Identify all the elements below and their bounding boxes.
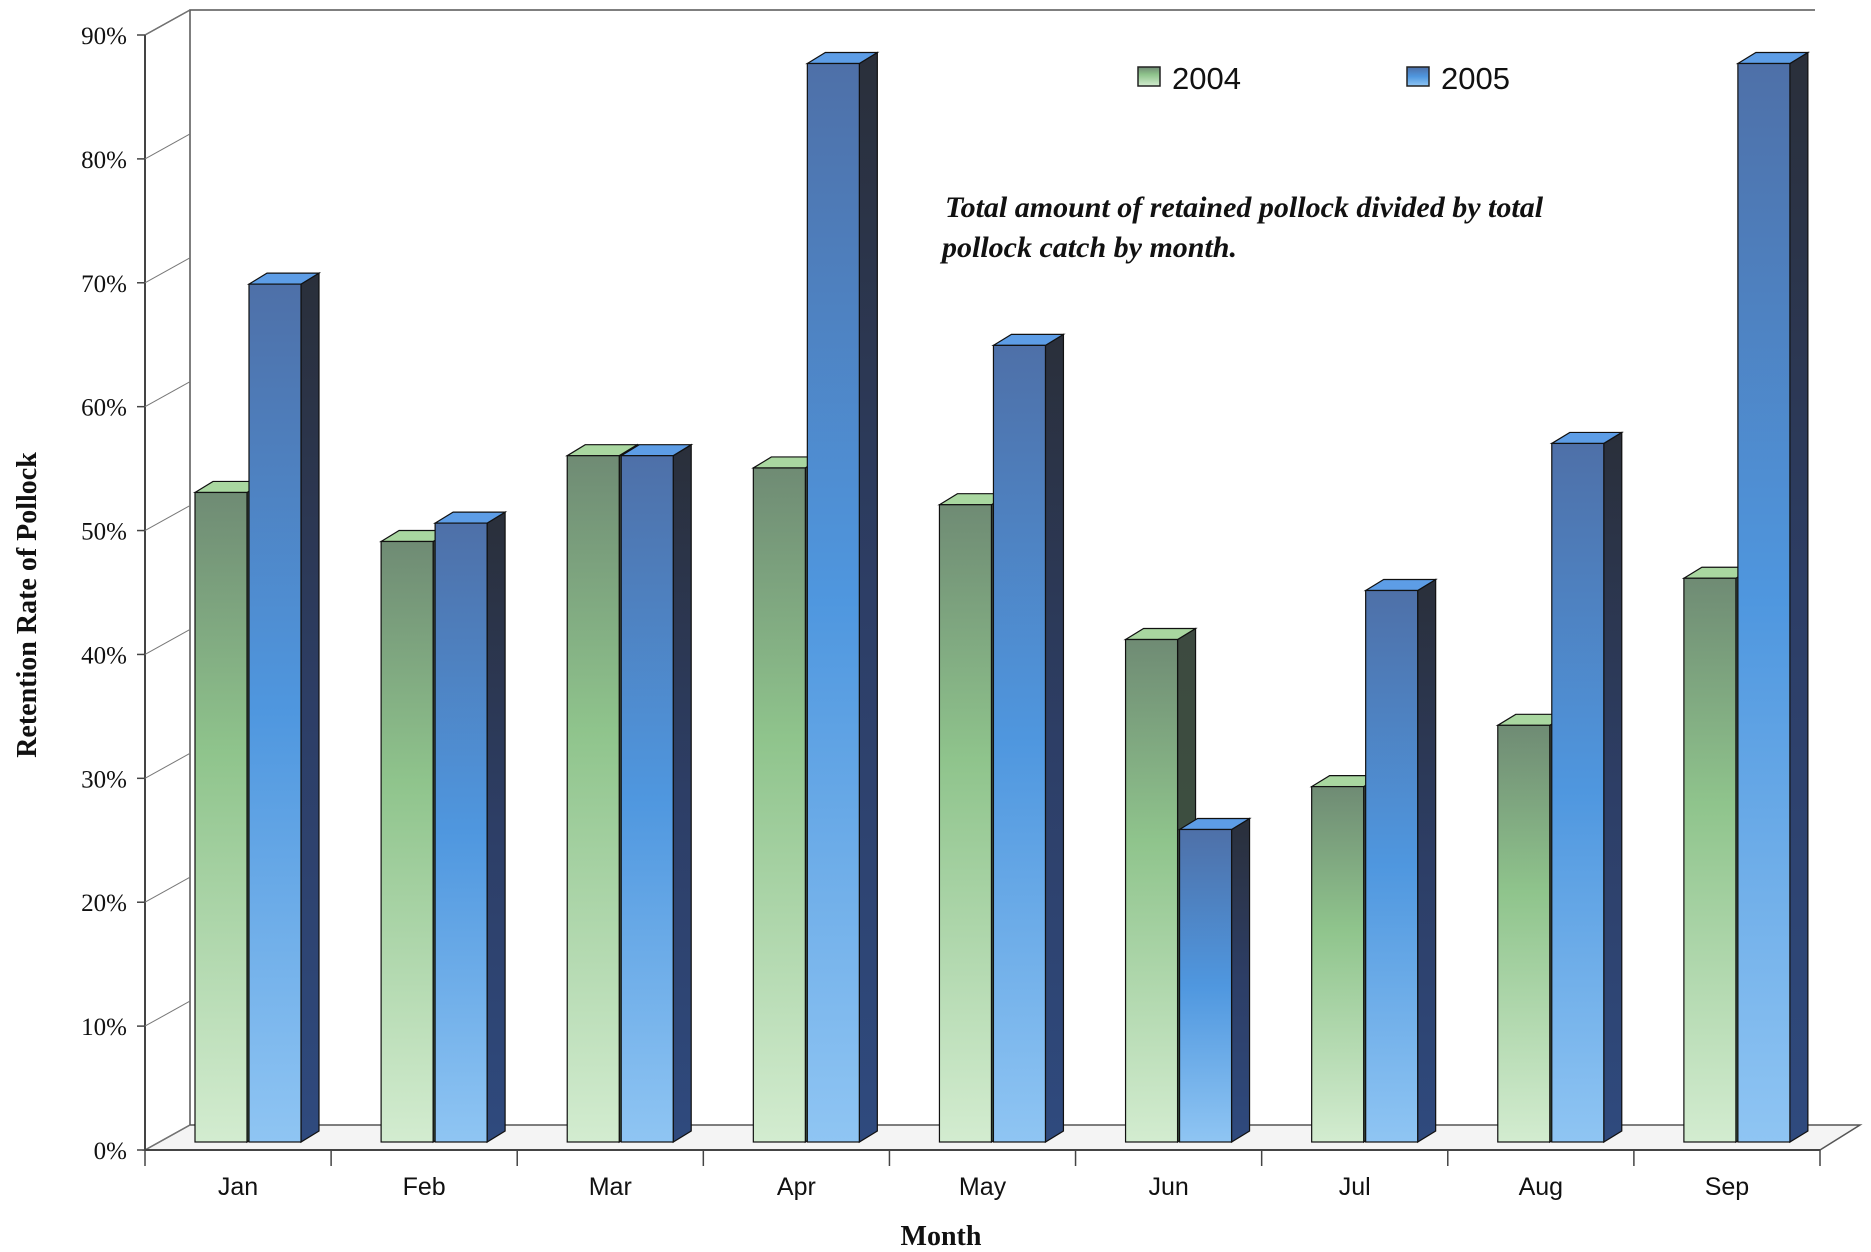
- annotation-line-2: pollock catch by month.: [939, 231, 1237, 264]
- annotation-line-1: Total amount of retained pollock divided…: [945, 191, 1544, 224]
- x-tick-label: Jan: [218, 1173, 258, 1201]
- y-axis-title: Retention Rate of Pollock: [12, 452, 43, 758]
- bar-side: [858, 51, 878, 1144]
- bar-side: [1603, 431, 1623, 1144]
- legend-swatch-2004: [1137, 66, 1161, 87]
- bar-front: [1737, 62, 1791, 1143]
- y-tick-depth: [144, 505, 191, 531]
- x-tick-label: Jun: [1148, 1173, 1188, 1201]
- x-tick-label: Feb: [403, 1173, 446, 1201]
- legend-label-2005: 2005: [1441, 61, 1510, 96]
- bar-side: [1789, 51, 1809, 1144]
- bar-2005-Jul: [1363, 578, 1438, 1144]
- y-tick-label: 10%: [81, 1014, 127, 1041]
- y-tick-depth: [144, 629, 191, 655]
- bar-side: [1417, 578, 1437, 1144]
- bar-2005-Mar: [619, 443, 694, 1144]
- bar-front: [806, 62, 860, 1143]
- bar-side: [672, 443, 692, 1144]
- bar-front: [380, 540, 434, 1143]
- y-tick-depth: [144, 1124, 191, 1151]
- bar-2005-Jun: [1177, 817, 1252, 1144]
- bar-side: [486, 511, 506, 1144]
- bar-front: [194, 491, 248, 1143]
- bar-2005-Sep: [1735, 51, 1811, 1144]
- bar-front: [1497, 724, 1551, 1143]
- x-axis-title: Month: [901, 1221, 982, 1252]
- y-tick-depth: [144, 381, 191, 408]
- x-tick-label: Aug: [1519, 1173, 1563, 1201]
- y-tick-depth: [144, 257, 191, 284]
- bar-front: [1178, 828, 1233, 1143]
- bar-front: [1551, 442, 1605, 1143]
- bar-front: [1124, 638, 1179, 1143]
- bar-front: [248, 283, 302, 1143]
- y-tick-label: 70%: [81, 271, 127, 298]
- bar-side: [1044, 333, 1065, 1144]
- x-tick-label: Apr: [777, 1173, 816, 1201]
- y-tick-depth: [144, 876, 191, 903]
- x-tick-label: Sep: [1705, 1173, 1749, 1201]
- y-tick-label: 20%: [81, 890, 127, 917]
- bar-2005-May: [991, 333, 1066, 1144]
- y-tick-label: 50%: [81, 519, 127, 546]
- y-tick-label: 90%: [81, 23, 127, 50]
- bar-2005-Aug: [1549, 431, 1624, 1144]
- y-tick-depth: [144, 9, 191, 36]
- bar-front: [752, 467, 806, 1143]
- bar-series: [192, 51, 1811, 1144]
- y-tick-depth: [144, 752, 191, 779]
- x-axis: Jan Feb Mar Apr May Jun Jul Aug Sep: [144, 1149, 1821, 1201]
- bar-2005-Jan: [246, 272, 322, 1144]
- legend: 2004 2005: [1137, 61, 1510, 96]
- legend-label-2004: 2004: [1172, 61, 1241, 96]
- bar-front: [1311, 785, 1365, 1143]
- bar-front: [620, 455, 674, 1143]
- bar-front: [434, 522, 488, 1143]
- legend-swatch-2005: [1406, 66, 1430, 87]
- bar-side: [300, 272, 320, 1144]
- bar-2005-Feb: [432, 511, 508, 1144]
- y-tick-label: 80%: [81, 147, 127, 174]
- bar-front: [938, 504, 993, 1143]
- y-tick-label: 40%: [81, 642, 127, 669]
- y-tick-depth: [144, 133, 191, 160]
- bar-front: [1683, 577, 1737, 1143]
- bar-2005-Apr: [805, 51, 880, 1144]
- y-tick-depth: [144, 1000, 191, 1027]
- bar-front: [992, 344, 1047, 1143]
- y-tick-label: 30%: [81, 766, 127, 793]
- x-tick-label: Jul: [1339, 1173, 1371, 1201]
- bar-side: [1230, 817, 1251, 1144]
- x-tick-label: May: [959, 1173, 1007, 1201]
- y-axis: 0% 10% 20% 30% 40% 50% 60% 70% 80% 90%: [81, 9, 191, 1165]
- annotation: Total amount of retained pollock divided…: [939, 191, 1544, 264]
- y-tick-label: 60%: [81, 395, 127, 422]
- bar-front: [1365, 589, 1419, 1143]
- y-tick-label: 0%: [94, 1138, 127, 1165]
- bar-front: [566, 455, 620, 1143]
- x-tick-label: Mar: [589, 1173, 632, 1201]
